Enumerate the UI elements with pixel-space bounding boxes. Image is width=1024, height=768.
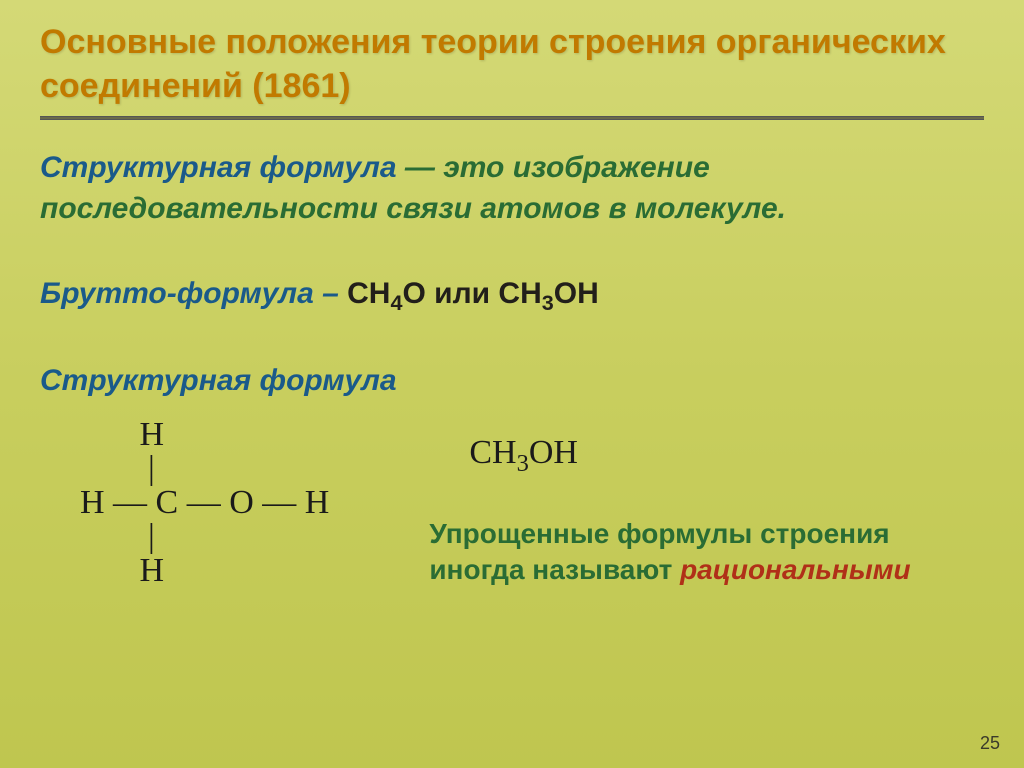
brutto-label: Брутто-формула – (40, 277, 347, 310)
note-emphasis: рациональными (680, 554, 910, 585)
simplified-formula: CH3OH (429, 434, 984, 478)
note-block: Упрощенные формулы строения иногда назыв… (429, 516, 984, 589)
structural-formula-diagram: H | H — C — O — H | H (40, 418, 329, 588)
structural-formula-label: Структурная формула (40, 364, 984, 398)
bottom-row: H | H — C — O — H | H CH3OH Упрощенные ф… (40, 418, 984, 588)
chem-row: H — C — O — H (80, 486, 329, 520)
definition-dash: — (397, 151, 444, 184)
chem-row: H (80, 418, 329, 452)
title-divider (40, 116, 984, 120)
chem-row: | (80, 520, 329, 554)
slide-title: Основные положения теории строения орган… (40, 20, 984, 108)
chem-row: H (80, 554, 329, 588)
definition-block: Структурная формула — это изображение по… (40, 148, 984, 229)
brutto-line: Брутто-формула – CH4O или CH3OH (40, 277, 984, 316)
right-column: CH3OH Упрощенные формулы строения иногда… (429, 434, 984, 589)
chem-row: | (80, 452, 329, 486)
definition-term: Структурная формула (40, 151, 397, 184)
brutto-formula: CH4O или CH3OH (347, 277, 599, 310)
page-number: 25 (980, 733, 1000, 754)
